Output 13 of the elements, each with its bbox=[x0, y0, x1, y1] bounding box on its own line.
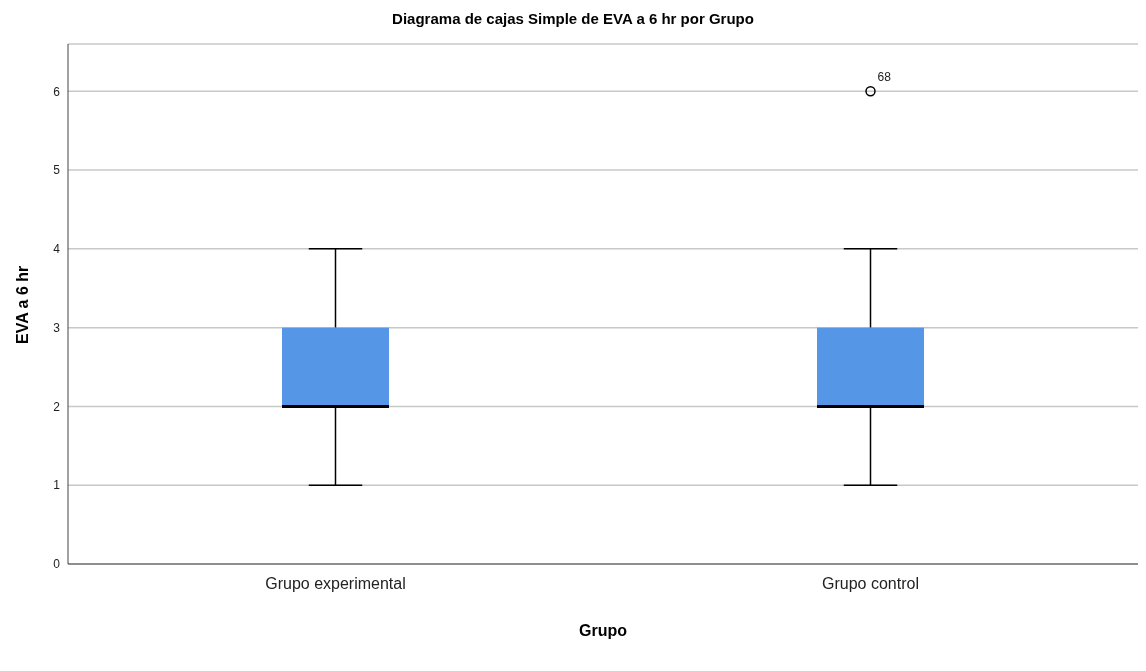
chart-title: Diagrama de cajas Simple de EVA a 6 hr por Grupo bbox=[391, 9, 755, 29]
annotation: 68 bbox=[877, 70, 892, 85]
x-tick-label: Grupo control bbox=[822, 575, 919, 593]
y-tick-label: 1 bbox=[53, 478, 61, 493]
y-tick-label: 3 bbox=[53, 320, 61, 335]
x-axis-title: Grupo bbox=[579, 622, 628, 639]
y-tick-label: 5 bbox=[53, 163, 61, 178]
y-tick-label: 2 bbox=[53, 399, 61, 414]
y-tick-label: 0 bbox=[53, 557, 61, 572]
y-tick-label: 4 bbox=[53, 242, 61, 257]
x-tick-label: Grupo experimental bbox=[265, 575, 406, 593]
y-tick-label: 6 bbox=[53, 84, 61, 99]
y-axis-title: EVA a 6 hr bbox=[13, 265, 31, 344]
